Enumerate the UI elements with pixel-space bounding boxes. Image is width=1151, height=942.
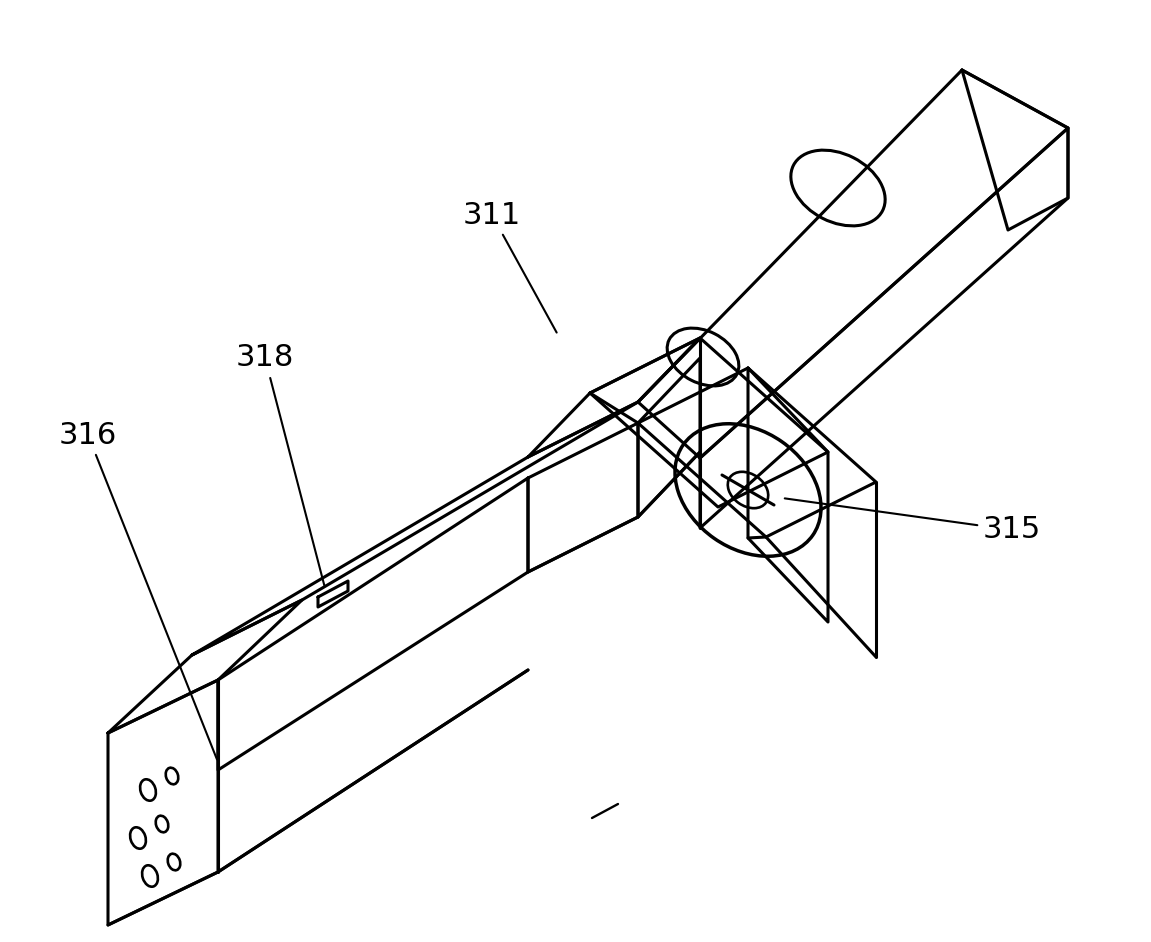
Text: 318: 318 bbox=[236, 344, 325, 585]
Text: 315: 315 bbox=[785, 498, 1042, 544]
Text: 311: 311 bbox=[463, 201, 557, 333]
Text: 316: 316 bbox=[59, 420, 218, 759]
